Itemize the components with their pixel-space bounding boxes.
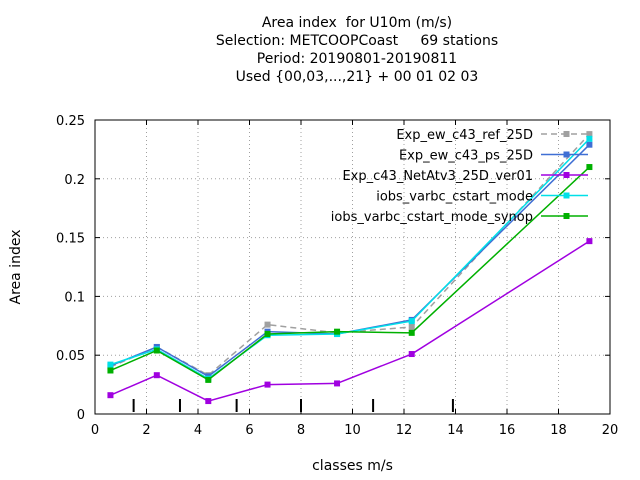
x-tick-label: 20: [602, 423, 619, 438]
x-tick-label: 18: [550, 423, 567, 438]
x-tick-label: 16: [499, 423, 516, 438]
data-point: [408, 351, 415, 358]
legend-label: Exp_ew_c43_ps_25D: [399, 149, 533, 164]
data-point: [205, 398, 212, 405]
title-line-1: Area index for U10m (m/s): [261, 15, 453, 31]
data-point: [107, 361, 114, 368]
x-tick-label: 4: [194, 423, 202, 438]
data-point: [586, 141, 593, 148]
data-point: [264, 331, 271, 338]
chart-title: Area index for U10m (m/s) Selection: MET…: [0, 14, 640, 86]
y-tick-label: 0.2: [64, 173, 85, 188]
data-point: [408, 329, 415, 336]
data-point: [153, 372, 160, 379]
data-point: [264, 321, 271, 328]
legend: Exp_ew_c43_ref_25D Exp_ew_c43_ps_25D Exp_c…: [331, 128, 588, 225]
data-point: [586, 164, 593, 171]
legend-swatch-marker: [563, 213, 570, 219]
x-tick-label: 14: [447, 423, 464, 438]
x-tick-label: 12: [396, 423, 413, 438]
y-tick-label: 0: [77, 408, 85, 423]
data-point: [408, 318, 415, 325]
data-point: [586, 135, 593, 142]
legend-label: iobs_varbc_cstart_mode: [376, 190, 533, 205]
data-point: [107, 367, 114, 374]
data-point: [334, 380, 341, 387]
y-axis-label: Area index: [8, 230, 24, 305]
title-line-2: Selection: METCOOPCoast 69 stations: [215, 33, 499, 49]
y-tick-label: 0.05: [56, 349, 85, 364]
data-point: [153, 347, 160, 354]
data-point: [205, 376, 212, 383]
legend-swatch-marker: [563, 131, 570, 137]
data-point: [586, 238, 593, 245]
x-tick-label: 0: [91, 423, 99, 438]
title-line-4: Used {00,03,...,21} + 00 01 02 03: [235, 69, 479, 85]
class-boundary-marks: [132, 399, 454, 412]
data-point: [408, 323, 415, 330]
legend-label: iobs_varbc_cstart_mode_synop: [331, 210, 533, 225]
x-tick-label: 8: [297, 423, 305, 438]
data-point: [107, 392, 114, 399]
grid-lines: [95, 120, 610, 414]
y-tick-label: 0.25: [56, 114, 85, 129]
x-axis-label: classes m/s: [312, 458, 393, 474]
x-tick-label: 2: [142, 423, 150, 438]
title-line-3: Period: 20190801-20190811: [256, 51, 458, 67]
legend-swatch-marker: [563, 151, 570, 158]
series-line-3: [110, 240, 590, 402]
legend-label: Exp_c43_NetAtv3_25D_ver01: [342, 169, 533, 184]
axis-ticks: 0 2 4 6 8 10 12 14 16 18 20 0 0.05 0.1 0.15 0.2 0.25: [56, 114, 618, 438]
data-point: [264, 381, 271, 388]
x-tick-label: 10: [344, 423, 361, 438]
y-tick-label: 0.15: [56, 232, 85, 247]
legend-swatch-marker: [563, 192, 570, 199]
legend-swatch-marker: [563, 172, 570, 178]
legend-label: Exp_ew_c43_ref_25D: [396, 128, 533, 143]
data-point: [334, 328, 341, 335]
data-point: [586, 131, 593, 138]
y-tick-label: 0.1: [64, 290, 85, 305]
series-layer: [107, 131, 593, 405]
x-tick-label: 6: [245, 423, 253, 438]
